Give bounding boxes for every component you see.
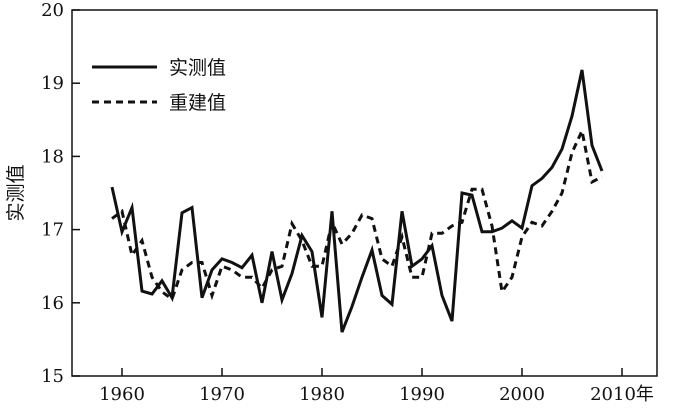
x-tick-label: 1980 (299, 384, 345, 405)
series-measured-line (110, 69, 604, 333)
y-tick-label: 18 (41, 146, 64, 167)
y-tick-label: 17 (41, 220, 64, 241)
y-axis-label: 实测值 (5, 164, 27, 221)
x-tick-label: 1960 (99, 384, 145, 405)
plot-frame (71, 9, 658, 377)
x-axis: 1960 1970 1980 1990 2000 2010年 (99, 368, 654, 405)
y-tick-label: 15 (41, 366, 64, 387)
y-tick-label: 19 (41, 73, 64, 94)
legend-label-reconstructed: 重建值 (169, 92, 226, 114)
series-layer (110, 69, 604, 333)
legend-label-measured: 实测值 (169, 57, 226, 79)
y-axis: 15 16 17 18 19 20 (41, 0, 80, 387)
y-tick-label: 20 (41, 0, 64, 21)
series-reconstructed-line (111, 125, 603, 302)
x-tick-label: 2000 (499, 384, 545, 405)
x-tick-label: 2010年 (590, 384, 654, 405)
legend: 实测值 重建值 (92, 57, 226, 114)
x-tick-label: 1970 (199, 384, 245, 405)
y-tick-label: 16 (41, 293, 64, 314)
x-tick-label: 1990 (399, 384, 445, 405)
